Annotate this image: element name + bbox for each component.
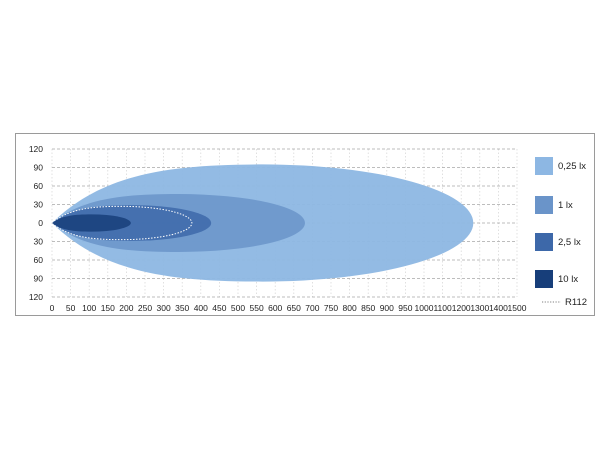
legend-label: 10 lx — [558, 274, 578, 285]
legend-label: 1 lx — [558, 200, 573, 211]
y-tick-label: 90 — [34, 274, 44, 284]
legend-swatch — [535, 196, 553, 214]
y-tick-label: 0 — [38, 218, 43, 228]
x-tick-label: 700 — [305, 303, 319, 313]
x-tick-label: 350 — [175, 303, 189, 313]
beam-10-lx — [52, 214, 131, 232]
x-tick-label: 500 — [231, 303, 245, 313]
y-tick-label: 60 — [34, 255, 44, 265]
y-tick-label: 120 — [29, 144, 43, 154]
y-tick-label: 60 — [34, 181, 44, 191]
chart-frame — [15, 133, 595, 316]
y-tick-label: 30 — [34, 237, 44, 247]
x-tick-label: 450 — [212, 303, 226, 313]
x-tick-label: 600 — [268, 303, 282, 313]
y-axis-ticks: 120 90 60 30 0 30 60 90 120 — [29, 144, 43, 302]
legend: 0,25 lx 1 lx 2,5 lx 10 lx R112 — [535, 157, 587, 308]
x-tick-label: 250 — [138, 303, 152, 313]
x-tick-label: 400 — [194, 303, 208, 313]
legend-label: 0,25 lx — [558, 161, 586, 172]
x-axis-ticks: 0 50 100 150 200 250 300 350 400 450 500 550 600 650 7… — [50, 303, 527, 313]
legend-swatch — [535, 233, 553, 251]
x-tick-label: 100 — [82, 303, 96, 313]
x-tick-label: 900 — [380, 303, 394, 313]
x-tick-label: 550 — [250, 303, 264, 313]
x-tick-label: 750 — [324, 303, 338, 313]
x-tick-label: 150 — [101, 303, 115, 313]
x-tick-label: 650 — [287, 303, 301, 313]
legend-label: R112 — [565, 297, 587, 308]
x-tick-label: 1500 — [508, 303, 527, 313]
x-tick-label: 1400 — [489, 303, 508, 313]
x-tick-label: 50 — [66, 303, 76, 313]
y-tick-label: 120 — [29, 292, 43, 302]
x-tick-label: 0 — [50, 303, 55, 313]
beam-2-5-lx — [52, 205, 212, 241]
r112-outline — [51, 205, 193, 241]
x-tick-label: 950 — [398, 303, 412, 313]
beam-shapes — [51, 164, 474, 282]
x-tick-label: 850 — [361, 303, 375, 313]
legend-swatch — [535, 270, 553, 288]
x-tick-label: 1300 — [470, 303, 489, 313]
legend-label: 2,5 lx — [558, 237, 581, 248]
x-tick-label: 800 — [343, 303, 357, 313]
x-tick-label: 1000 — [415, 303, 434, 313]
x-tick-label: 200 — [119, 303, 133, 313]
legend-swatch — [535, 157, 553, 175]
y-tick-label: 30 — [34, 200, 44, 210]
x-tick-label: 300 — [157, 303, 171, 313]
x-tick-label: 1100 — [433, 303, 452, 313]
y-tick-label: 90 — [34, 163, 44, 173]
x-tick-label: 1200 — [452, 303, 471, 313]
